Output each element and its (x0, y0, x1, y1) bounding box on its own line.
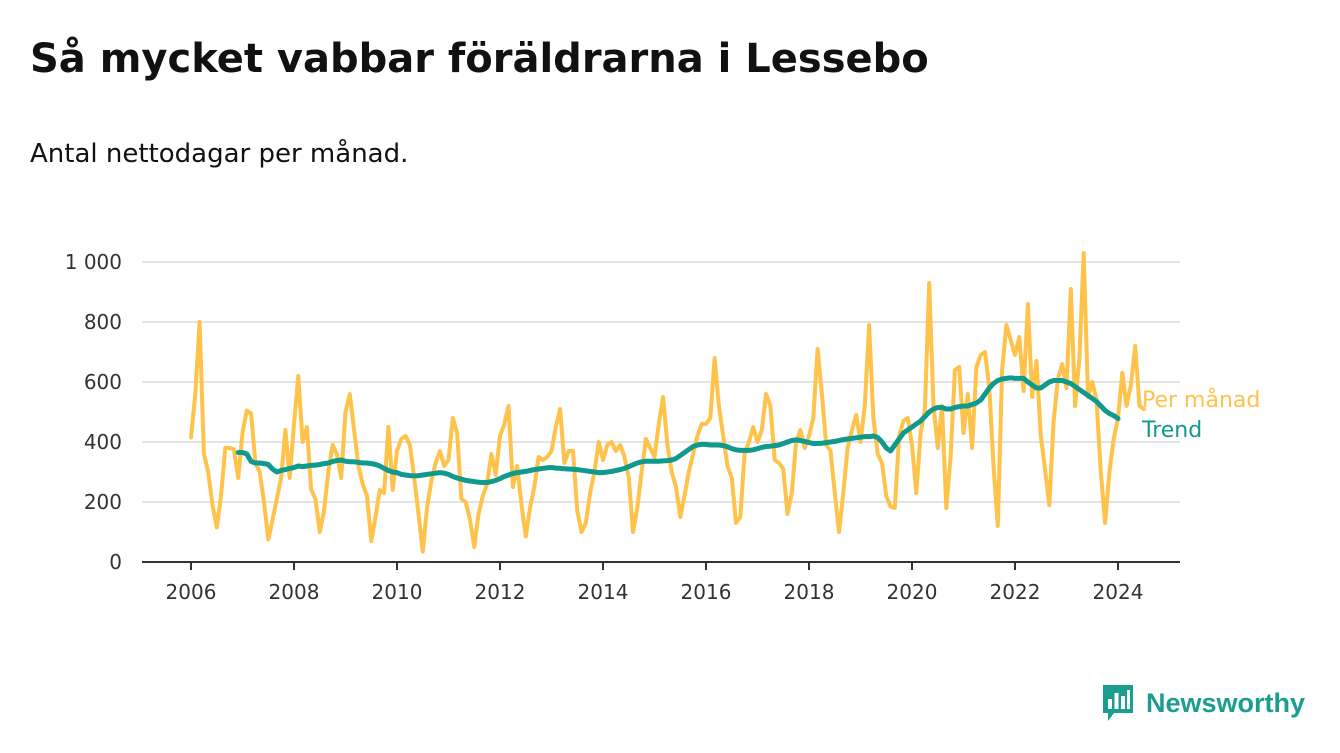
newsworthy-logo: Newsworthy (1100, 683, 1305, 723)
y-tick-label: 600 (84, 370, 122, 394)
y-tick-label: 400 (84, 430, 122, 454)
chart-title: Så mycket vabbar föräldrarna i Lessebo (30, 36, 929, 82)
series-line-trend (235, 375, 1121, 485)
x-tick-label: 2006 (166, 580, 217, 604)
chart-subtitle: Antal nettodagar per månad. (30, 139, 409, 169)
y-tick-label: 0 (109, 550, 122, 574)
y-axis: 0 200 400 600 800 1 000 (65, 250, 122, 574)
x-tick-label: 2024 (1093, 580, 1144, 604)
bar-chart-speech-bubble-icon (1103, 685, 1133, 721)
x-tick-label: 2010 (372, 580, 423, 604)
x-tick-label: 2008 (269, 580, 320, 604)
series-lines (189, 251, 1146, 554)
y-tick-label: 200 (84, 490, 122, 514)
x-tick-label: 2018 (784, 580, 835, 604)
x-tick-label: 2012 (475, 580, 526, 604)
y-tick-label: 1 000 (65, 250, 122, 274)
x-tick-label: 2022 (990, 580, 1041, 604)
x-tick-label: 2020 (887, 580, 938, 604)
x-tick-label: 2016 (681, 580, 732, 604)
y-tick-label: 800 (84, 310, 122, 334)
series-label: Trend (1141, 418, 1202, 443)
series-labels: Per månad Trend (1141, 387, 1260, 443)
x-tick-label: 2014 (578, 580, 629, 604)
brand-name: Newsworthy (1146, 687, 1306, 718)
series-label: Per månad (1142, 387, 1260, 413)
series-line-per-manad (189, 251, 1146, 554)
x-axis: 2006 2008 2010 2012 2014 2016 2018 2020 2022 2024 (142, 561, 1180, 604)
